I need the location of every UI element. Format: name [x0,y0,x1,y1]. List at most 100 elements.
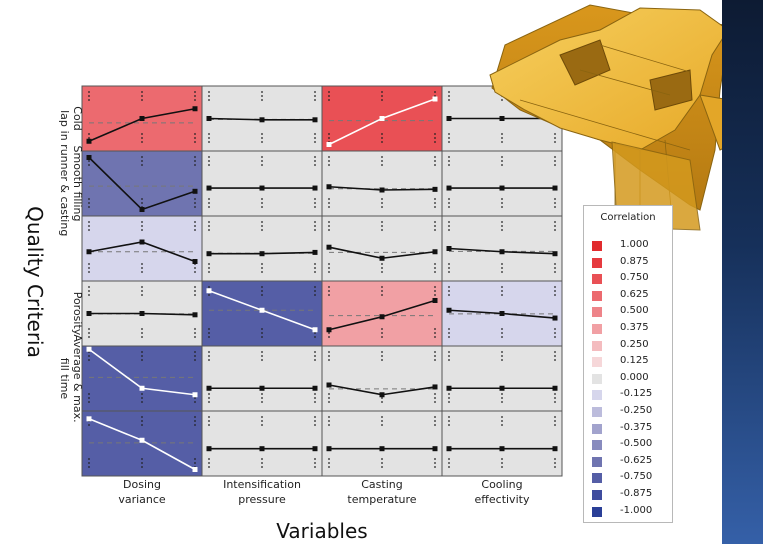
sample-dot [434,393,436,395]
sample-dot [194,95,196,97]
sample-dot [554,286,556,288]
sample-dot [448,294,450,296]
matrix-cell [441,410,563,477]
sample-dot [448,328,450,330]
sample-dot [434,328,436,330]
sample-dot [328,156,330,158]
main-effect-point [259,251,265,257]
sample-dot [261,332,263,334]
sample-dot [328,401,330,403]
sample-dot [501,206,503,208]
sample-dot [208,263,210,265]
sample-dot [314,91,316,93]
sample-dot [208,424,210,426]
sample-dot [554,198,556,200]
sample-dot [194,462,196,464]
main-effect-point [259,446,265,452]
sample-dot [141,164,143,166]
sample-dot [88,328,90,330]
main-effect-point [259,307,265,313]
sample-dot [501,141,503,143]
legend-swatch [592,440,602,451]
correlation-legend: Correlation 1.000 0.875 0.750 0.625 0.500 0.3… [583,205,673,523]
sample-dot [328,286,330,288]
matrix-cell [441,215,563,282]
main-effect-point [139,385,145,391]
sample-dot [208,458,210,460]
main-effect-point [86,346,92,352]
sample-dot [88,290,90,292]
sample-dot [208,416,210,418]
matrix-cell [321,410,443,477]
legend-label: -0.875 [620,488,653,499]
sample-dot [194,202,196,204]
sample-dot [314,393,316,395]
sample-dot [261,424,263,426]
main-effect-point [139,207,145,212]
sample-dot [554,206,556,208]
sample-dot [434,359,436,361]
main-effect-point [446,307,452,313]
legend-swatch [592,490,602,500]
sample-dot [141,416,143,418]
sample-dot [208,229,210,231]
sample-dot [194,229,196,231]
main-effect-point [192,188,198,194]
sample-dot [554,271,556,273]
sample-dot [448,225,450,227]
sample-dot [328,229,330,231]
sample-dot [448,458,450,460]
sample-dot [328,95,330,97]
sample-dot [501,133,503,135]
slide-side-bar [722,0,763,544]
main-effect-point [326,446,332,452]
sample-dot [88,202,90,204]
main-effect-point [446,246,452,251]
legend-swatch [592,357,602,368]
sample-dot [554,263,556,265]
sample-dot [501,99,503,101]
sample-dot [314,294,316,296]
sample-dot [434,229,436,231]
sample-dot [314,137,316,139]
matrix-cell [201,345,323,412]
matrix-cell [201,280,323,347]
main-effect-point [206,185,212,191]
sample-dot [208,160,210,162]
main-effect-point [192,467,198,472]
sample-dot [448,286,450,288]
main-effect-point [432,446,438,452]
plot-grid [81,85,563,477]
sample-dot [434,286,436,288]
sample-dot [194,351,196,353]
column-label: Cooling effectivity [475,478,530,506]
sample-dot [141,221,143,223]
main-effect-point [139,116,145,121]
main-effect-point [499,185,505,191]
sample-dot [208,355,210,357]
sample-dot [261,99,263,101]
sample-dot [194,424,196,426]
main-effect-point [86,138,92,144]
sample-dot [314,141,316,143]
matrix-cell [81,85,203,152]
sample-dot [208,401,210,403]
main-effect-point [139,311,145,316]
sample-dot [448,290,450,292]
sample-dot [434,95,436,97]
sample-dot [208,95,210,97]
sample-dot [554,294,556,296]
sample-dot [141,137,143,139]
main-effect-point [312,446,318,452]
main-effect-point [446,185,452,191]
sample-dot [448,160,450,162]
main-effect-point [206,288,212,294]
sample-dot [434,164,436,166]
sample-dot [194,133,196,135]
sample-dot [554,332,556,334]
sample-dot [554,462,556,464]
sample-dot [194,91,196,93]
sample-dot [314,355,316,357]
sample-dot [328,137,330,139]
column-label: Dosing variance [118,478,166,506]
